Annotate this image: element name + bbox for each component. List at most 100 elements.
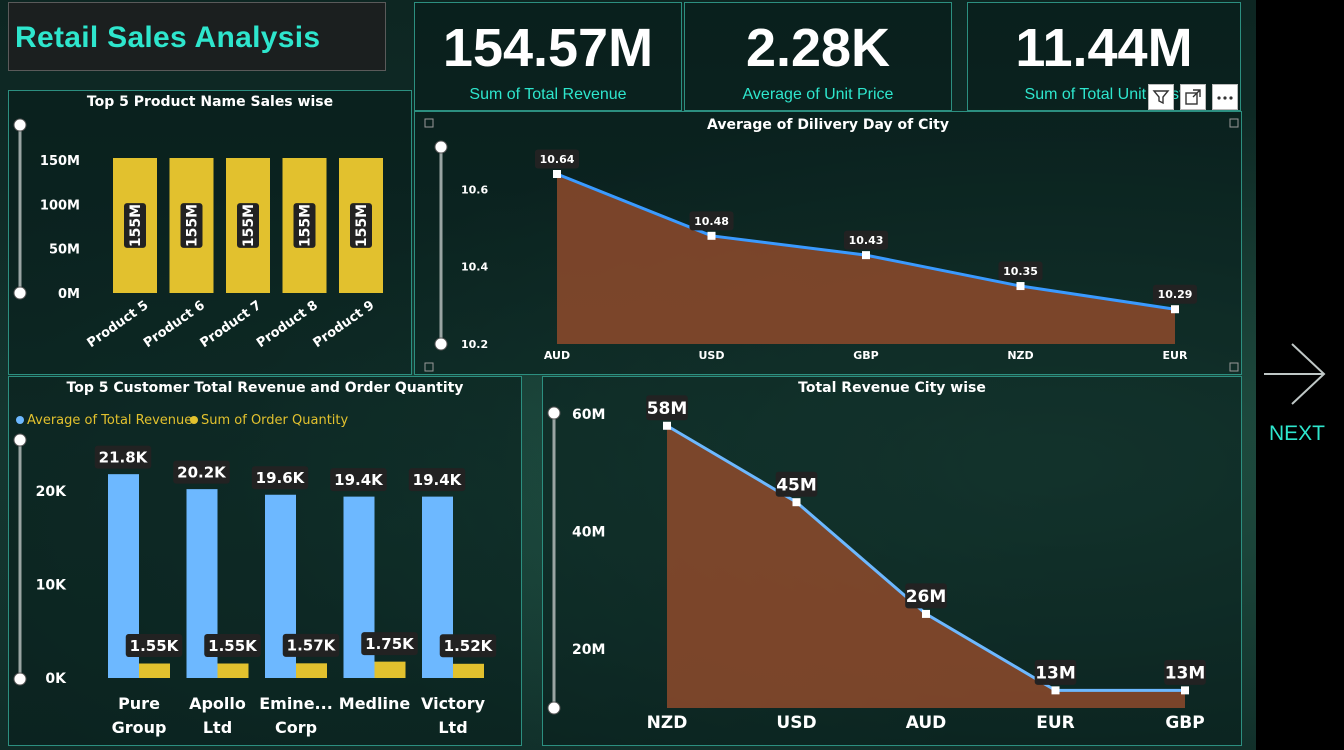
y-tick-label: 0K [45,671,67,687]
data-label-quantity: 1.75K [365,635,415,653]
x-tick-label: AUD [906,713,947,733]
more-options-icon[interactable] [1212,84,1238,110]
resize-handle [424,362,434,372]
data-label-quantity-bg [282,633,340,657]
filter-icon[interactable] [1148,84,1174,110]
kpi-card-revenue[interactable]: 154.57M Sum of Total Revenue [414,2,682,111]
data-label-revenue: 19.6K [256,469,306,487]
data-label-bg [998,261,1043,281]
x-tick-label: AUD [544,349,570,362]
data-label-revenue: 21.8K [99,449,149,467]
x-tick-label: EUR [1036,713,1075,733]
x-tick-label: Emine... [259,694,333,713]
range-slider-handle-bottom[interactable] [434,337,448,351]
data-label-quantity-bg [361,632,418,656]
data-point [792,498,801,507]
data-label-revenue-bg [173,460,230,484]
bar-quantity [296,663,327,678]
x-tick-label: Victory [421,694,486,713]
range-slider-handle-bottom[interactable] [13,672,27,686]
data-label-bg [237,203,259,248]
range-slider-handle-bottom[interactable] [13,286,27,300]
data-label: 10.64 [540,153,575,166]
x-tick-label: Group [112,718,167,737]
data-label-revenue-bg [408,468,466,492]
y-tick-label: 10K [36,578,67,594]
y-tick-label: 0M [58,287,80,302]
kpi-value: 154.57M [442,18,654,78]
resize-handle [1229,362,1239,372]
x-tick-label: Medline [339,694,411,713]
data-label-quantity: 1.55K [130,637,180,655]
data-label: 155M [185,204,201,247]
chart-title: Average of Dilivery Day of City [707,117,949,133]
y-tick-label: 100M [40,198,80,213]
range-slider-handle-bottom[interactable] [547,701,561,715]
x-tick-label: Apollo [189,694,246,713]
data-label-quantity-bg [204,634,261,658]
data-label-revenue-bg [251,466,309,490]
range-slider-handle-top[interactable] [13,118,27,132]
bar-data-label: 155M [180,203,203,248]
x-tick-label: Product 9 [311,298,378,351]
kpi-label: Average of Unit Price [742,86,894,103]
data-label-bg [350,203,372,248]
data-label: 26M [906,587,947,607]
data-label-bg [775,471,818,497]
data-label-bg [843,230,889,250]
bar-data-label: 155M [350,203,372,248]
data-label: 155M [241,204,257,247]
data-label-quantity-bg [439,634,497,658]
data-label-bg [534,149,580,169]
data-label-bg [646,395,688,421]
x-tick-label: USD [699,349,725,362]
kpi-label: Sum of Total Revenue [469,86,627,103]
data-label: 155M [128,204,144,247]
product-sales-chart: 150M 100M 50M 0M 155M Product 5 155M Product 6 1… [13,118,383,351]
data-label: 155M [354,204,370,247]
kpi-label: Sum of Total Unit Cost [1024,86,1184,103]
range-slider-handle-top[interactable] [547,406,561,420]
data-label: 58M [647,399,688,419]
kpi-card-unit-price[interactable]: 2.28K Average of Unit Price [684,2,952,111]
x-tick-label: NZD [1007,349,1033,362]
data-label: 45M [776,475,817,495]
data-label: 10.48 [694,215,729,228]
y-tick-label: 50M [49,243,80,258]
dashboard-title: Retail Sales Analysis [15,21,321,54]
bar-data-label: 155M [293,203,316,248]
range-slider-handle-top[interactable] [434,140,448,154]
data-label-bg [1034,659,1077,685]
data-point [663,421,671,430]
data-label-bg [124,203,146,248]
focus-mode-icon[interactable] [1180,84,1206,110]
kpi-card-unit-cost[interactable]: 11.44M Sum of Total Unit Cost [967,2,1241,111]
data-label-bg [905,583,947,609]
chart-title: Top 5 Customer Total Revenue and Order Q… [66,380,464,396]
data-label-bg [293,203,316,248]
resize-handle [1229,118,1239,128]
next-arrow-icon[interactable] [1262,340,1328,408]
next-button[interactable]: NEXT [1269,422,1326,445]
legend-label-revenue: Average of Total Revenue [27,413,192,428]
range-slider-handle-top[interactable] [13,433,27,447]
data-point [862,251,870,260]
y-tick-label: 20M [572,642,605,658]
legend-marker-quantity [190,416,198,424]
bar-quantity [453,663,484,678]
x-tick-label: Product 7 [198,298,265,351]
bar-data-label: 155M [237,203,259,248]
data-label-bg [180,203,203,248]
data-label: 10.43 [849,234,884,247]
dashboard-title-box: Retail Sales Analysis [8,2,386,71]
x-tick-label: GBP [853,349,878,362]
kpi-value: 11.44M [1015,18,1193,78]
y-tick-label: 40M [572,525,605,541]
data-point [1171,305,1179,314]
data-label-bg [689,211,734,231]
data-label-bg [1164,659,1206,685]
y-tick-label: 150M [40,154,80,169]
data-label-revenue: 19.4K [334,471,384,489]
data-label: 10.29 [1158,288,1193,301]
x-tick-label: USD [776,713,816,733]
